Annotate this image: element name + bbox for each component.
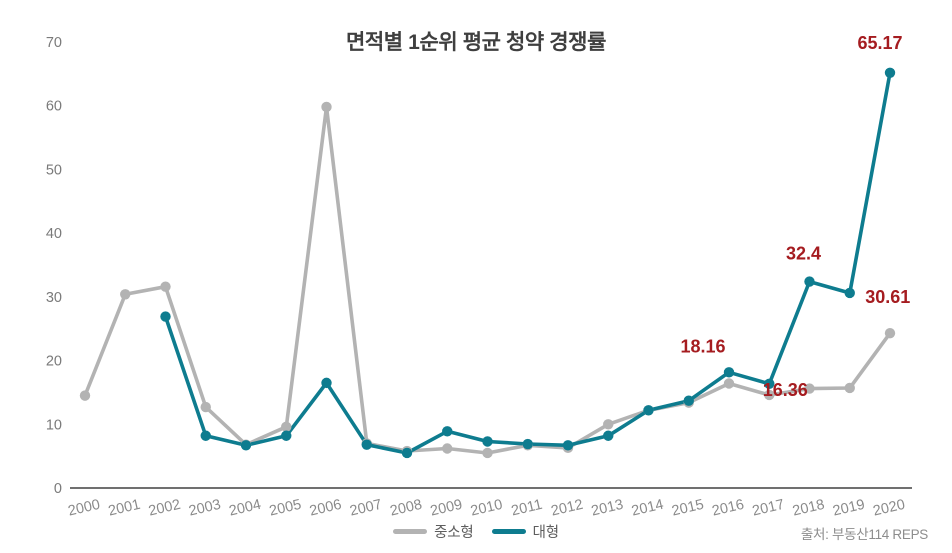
series-line-중소형: [83, 105, 892, 455]
y-tick-0: 0: [54, 481, 62, 497]
data-point-marker: [562, 440, 574, 451]
data-point-marker: [482, 447, 493, 459]
x-tick-2004: 2004: [228, 497, 263, 520]
x-tick-2008: 2008: [389, 497, 424, 520]
data-point-marker: [723, 378, 735, 389]
x-axis-tick-labels: 2000 2001 2002 2003 2004 2005 2006 2007 2008 2009…: [67, 497, 907, 520]
data-point-marker: [522, 438, 533, 450]
x-tick-2017: 2017: [751, 497, 786, 520]
data-point-marker: [442, 443, 453, 454]
y-tick-20: 20: [46, 354, 62, 370]
data-point-marker: [281, 421, 292, 433]
x-tick-2002: 2002: [147, 497, 182, 520]
legend-swatch-icon: [491, 529, 526, 534]
legend-swatch-icon: [393, 529, 428, 534]
y-tick-50: 50: [46, 162, 62, 178]
y-tick-60: 60: [46, 99, 62, 115]
y-tick-40: 40: [46, 226, 62, 242]
x-tick-2009: 2009: [429, 497, 464, 520]
source-note: 출처: 부동산114 REPS: [800, 527, 928, 542]
y-tick-70: 70: [46, 35, 62, 51]
data-point-marker: [200, 430, 211, 441]
data-point-marker: [361, 439, 372, 450]
data-point-marker: [321, 101, 332, 113]
data-point-marker: [160, 281, 171, 292]
x-tick-2012: 2012: [550, 497, 585, 520]
series-markers: [79, 67, 896, 459]
data-point-marker: [804, 383, 815, 394]
data-label-2016: 18.16: [680, 336, 725, 356]
data-point-marker: [683, 395, 694, 406]
data-point-marker: [79, 390, 91, 401]
data-point-marker: [321, 377, 332, 389]
x-tick-2014: 2014: [630, 497, 665, 520]
data-point-marker: [482, 436, 493, 447]
x-tick-2020: 2020: [872, 497, 907, 520]
y-tick-30: 30: [46, 290, 62, 306]
data-point-marker: [160, 311, 171, 322]
x-tick-2005: 2005: [268, 497, 303, 520]
y-axis-tick-labels: 0 10 20 30 40 50 60 70: [46, 35, 62, 497]
data-point-marker: [281, 430, 292, 441]
data-point-marker: [884, 327, 896, 339]
x-tick-2011: 2011: [510, 497, 544, 520]
data-label-2017: 16.36: [763, 380, 808, 400]
data-point-marker: [240, 440, 252, 451]
chart-legend: 중소형 대형: [0, 521, 952, 542]
x-tick-2010: 2010: [469, 497, 504, 520]
data-label-2020: 65.17: [857, 33, 902, 53]
data-point-marker: [764, 378, 775, 389]
data-point-marker: [764, 389, 775, 401]
x-tick-2015: 2015: [670, 497, 705, 520]
x-tick-2003: 2003: [187, 497, 222, 520]
legend-label: 중소형: [434, 525, 474, 541]
x-tick-2001: 2001: [107, 497, 142, 520]
data-label-2019: 30.61: [865, 287, 910, 307]
data-point-marker: [603, 419, 614, 430]
legend-item-대형[interactable]: 대형: [491, 521, 559, 542]
chart-title: 면적별 1순위 평균 청약 경쟁률: [345, 31, 607, 54]
data-point-marker: [643, 405, 654, 416]
data-point-marker: [844, 287, 855, 299]
data-label-2018: 32.4: [786, 244, 821, 264]
data-point-marker: [120, 289, 131, 300]
data-point-marker: [603, 430, 614, 441]
x-tick-2000: 2000: [67, 497, 102, 520]
data-point-marker: [200, 401, 211, 413]
legend-item-중소형[interactable]: 중소형: [393, 521, 474, 542]
x-tick-2006: 2006: [308, 497, 343, 520]
data-point-marker: [401, 447, 413, 459]
x-tick-2013: 2013: [590, 497, 625, 520]
data-point-marker: [884, 67, 896, 78]
x-tick-2016: 2016: [711, 497, 746, 520]
x-tick-2007: 2007: [348, 497, 383, 520]
legend-label: 대형: [532, 525, 559, 541]
data-point-marker: [844, 382, 855, 394]
data-point-marker: [723, 367, 735, 378]
data-point-marker: [804, 276, 815, 287]
x-tick-2018: 2018: [791, 497, 826, 520]
data-point-annotations: 18.16 16.36 32.4 30.61 65.17: [680, 33, 910, 400]
y-tick-10: 10: [46, 417, 62, 433]
x-tick-2019: 2019: [831, 497, 866, 520]
data-point-marker: [442, 426, 453, 437]
